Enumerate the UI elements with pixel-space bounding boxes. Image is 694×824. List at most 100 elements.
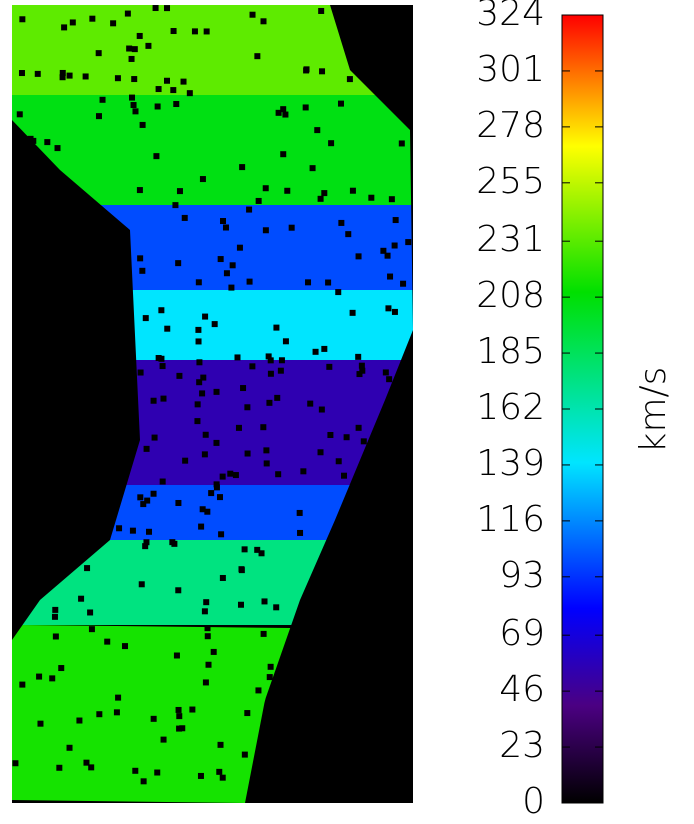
missing-pixel xyxy=(180,78,187,85)
missing-pixel xyxy=(237,601,244,608)
missing-pixel xyxy=(244,450,251,457)
missing-pixel xyxy=(154,769,161,776)
missing-pixel xyxy=(263,460,270,467)
missing-pixel xyxy=(12,760,19,767)
missing-pixel xyxy=(142,315,149,322)
missing-pixel xyxy=(130,102,137,109)
missing-pixel xyxy=(131,76,138,83)
velocity-band xyxy=(12,5,375,95)
missing-pixel xyxy=(136,187,143,194)
missing-pixel xyxy=(195,326,202,333)
colorbar-tick-label: 93 xyxy=(499,555,545,596)
missing-pixel xyxy=(176,725,183,732)
missing-pixel xyxy=(88,764,95,771)
missing-pixel xyxy=(66,744,73,751)
missing-pixel xyxy=(83,759,90,766)
missing-pixel xyxy=(321,345,328,352)
missing-pixel xyxy=(115,694,122,701)
missing-pixel xyxy=(201,451,208,458)
missing-pixel xyxy=(213,439,220,446)
missing-pixel xyxy=(197,772,204,779)
missing-pixel xyxy=(265,353,272,360)
colorbar-tick-label: 301 xyxy=(476,49,545,90)
missing-pixel xyxy=(223,270,230,277)
colorbar-tick-label: 23 xyxy=(499,725,545,766)
missing-pixel xyxy=(241,751,248,758)
missing-pixel xyxy=(189,706,196,713)
missing-pixel xyxy=(49,675,56,682)
colorbar-tick-label: 116 xyxy=(476,499,545,540)
missing-pixel xyxy=(164,5,171,12)
missing-pixel xyxy=(61,24,68,31)
missing-pixel xyxy=(88,626,95,633)
missing-pixel xyxy=(232,472,239,479)
velocity-band xyxy=(22,540,327,625)
missing-pixel xyxy=(36,673,43,680)
missing-pixel xyxy=(296,509,303,516)
missing-pixel xyxy=(205,661,212,668)
missing-pixel xyxy=(69,19,76,26)
missing-pixel xyxy=(19,681,26,688)
missing-pixel xyxy=(128,55,135,62)
missing-pixel xyxy=(145,42,152,49)
missing-pixel xyxy=(202,679,209,686)
missing-pixel xyxy=(89,15,96,22)
missing-pixel xyxy=(173,652,180,659)
missing-pixel xyxy=(164,77,171,84)
missing-pixel xyxy=(260,424,267,431)
missing-pixel xyxy=(217,741,224,748)
missing-pixel xyxy=(261,598,268,605)
missing-pixel xyxy=(194,401,201,408)
missing-pixel xyxy=(34,70,41,77)
missing-pixel xyxy=(87,609,94,616)
missing-pixel xyxy=(262,227,269,234)
missing-pixel xyxy=(137,494,144,501)
missing-pixel xyxy=(222,224,229,231)
missing-pixel xyxy=(124,10,131,17)
missing-pixel xyxy=(44,139,51,146)
missing-pixel xyxy=(317,449,324,456)
missing-pixel xyxy=(142,543,149,550)
missing-pixel xyxy=(254,546,261,553)
missing-pixel xyxy=(52,633,59,640)
missing-pixel xyxy=(137,369,144,376)
colorbar-tick-label: 324 xyxy=(476,0,545,34)
missing-pixel xyxy=(59,69,66,76)
missing-pixel xyxy=(154,103,161,110)
missing-pixel xyxy=(171,540,178,547)
missing-pixel xyxy=(273,604,280,611)
velocity-band xyxy=(110,485,350,540)
missing-pixel xyxy=(113,709,120,716)
missing-pixel xyxy=(318,406,325,413)
missing-pixel xyxy=(52,606,59,613)
missing-pixel xyxy=(136,32,143,39)
missing-pixel xyxy=(337,100,344,107)
missing-pixel xyxy=(218,531,225,538)
missing-pixel xyxy=(241,546,248,553)
missing-pixel xyxy=(398,140,405,147)
missing-pixel xyxy=(158,307,165,314)
missing-pixel xyxy=(400,280,407,287)
missing-pixel xyxy=(273,324,280,331)
missing-pixel xyxy=(405,239,412,246)
missing-pixel xyxy=(307,400,314,407)
missing-pixel xyxy=(368,194,375,201)
velocity-band xyxy=(12,95,412,205)
missing-pixel xyxy=(280,151,287,158)
missing-pixel xyxy=(186,90,193,97)
missing-pixel xyxy=(176,713,183,720)
missing-pixel xyxy=(235,424,242,431)
missing-pixel xyxy=(151,434,158,441)
missing-pixel xyxy=(203,599,210,606)
missing-pixel xyxy=(219,473,226,480)
colorbar-tick-label: 278 xyxy=(476,105,545,146)
missing-pixel xyxy=(267,663,274,670)
missing-pixel xyxy=(16,111,23,118)
missing-pixel xyxy=(219,574,226,581)
missing-pixel xyxy=(199,176,206,183)
missing-pixel xyxy=(95,113,102,120)
velocity-band xyxy=(132,290,413,360)
missing-pixel xyxy=(30,137,37,144)
missing-pixel xyxy=(199,506,206,513)
